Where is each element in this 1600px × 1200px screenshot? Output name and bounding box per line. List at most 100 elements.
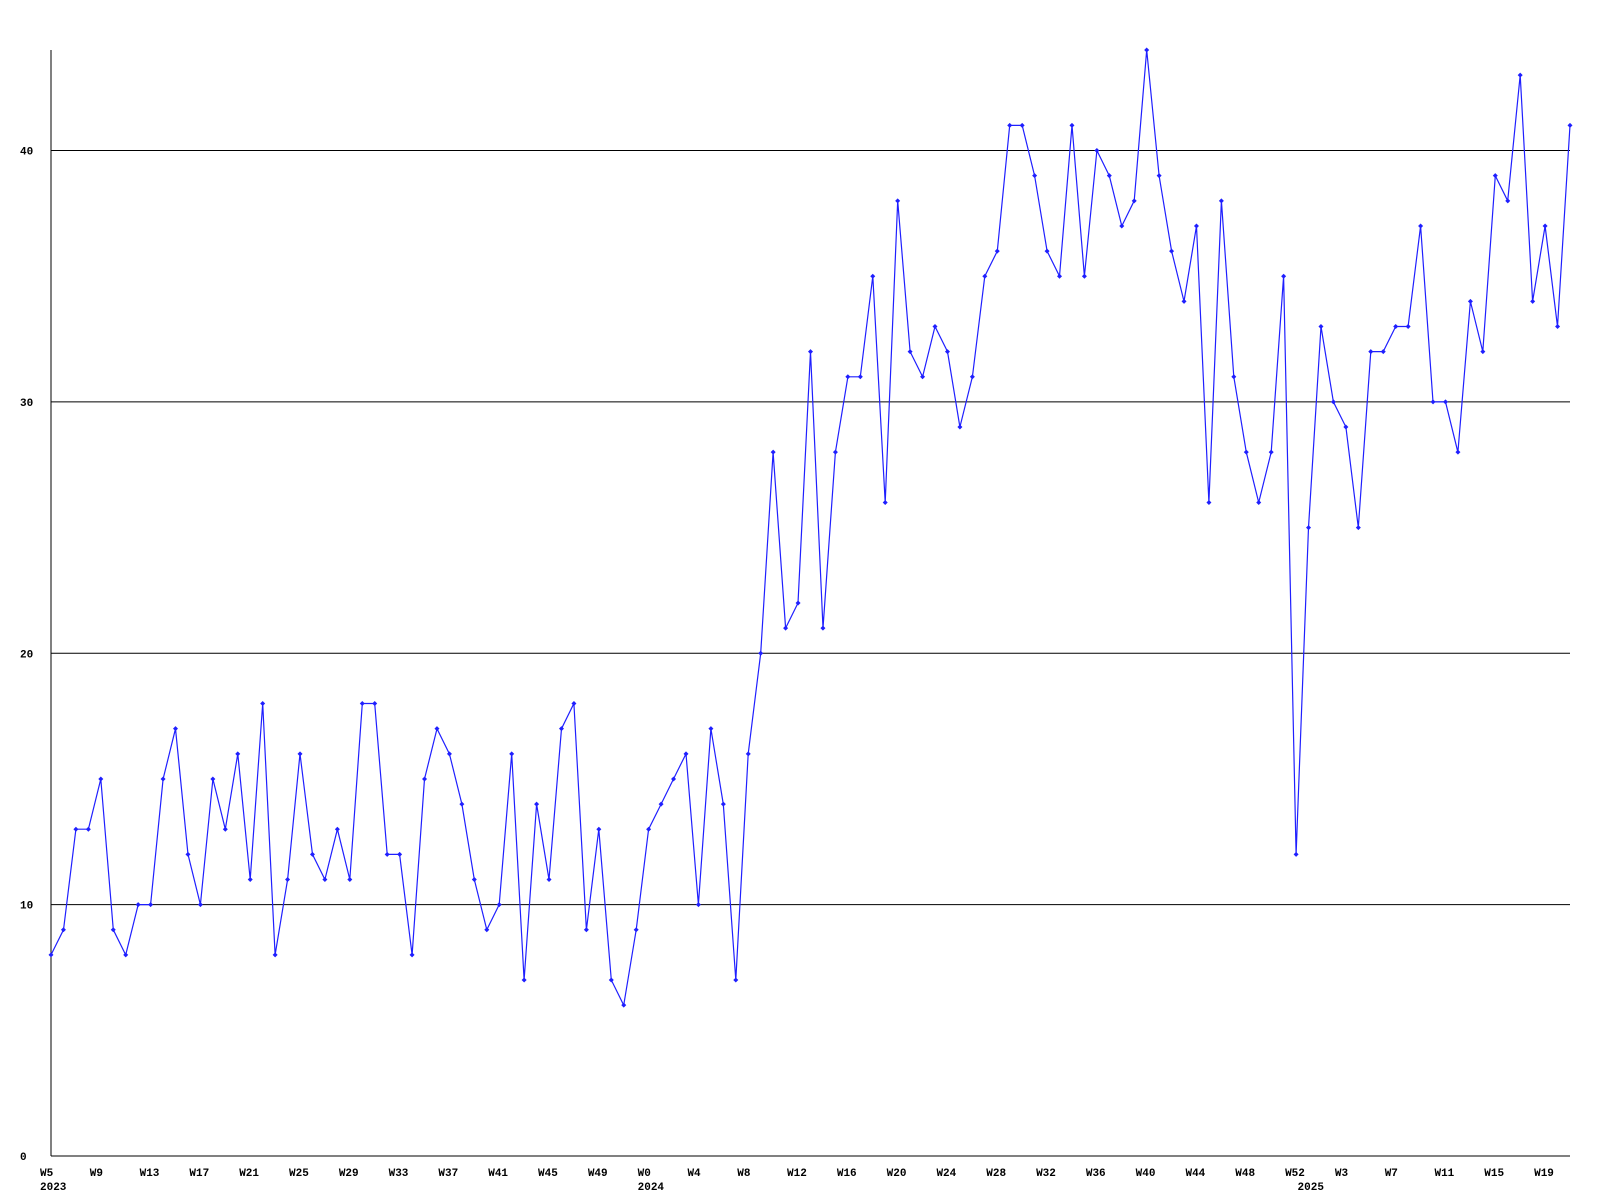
- point-marker: [845, 374, 851, 380]
- x-tick-label: W4: [687, 1168, 701, 1180]
- point-marker: [235, 751, 241, 757]
- point-marker: [409, 952, 415, 958]
- point-marker: [944, 349, 950, 355]
- point-marker: [982, 273, 988, 279]
- point-marker: [658, 801, 664, 807]
- point-marker: [920, 374, 926, 380]
- point-marker: [596, 826, 602, 832]
- x-tick-label: W40: [1136, 1168, 1156, 1180]
- point-marker: [932, 324, 938, 329]
- point-marker: [422, 776, 428, 782]
- point-marker: [1193, 223, 1199, 229]
- point-marker: [1467, 298, 1473, 304]
- point-marker: [1430, 399, 1436, 405]
- point-marker: [247, 877, 253, 882]
- point-marker: [1480, 349, 1486, 355]
- x-tick-label: W12: [787, 1168, 807, 1180]
- point-marker: [148, 902, 154, 908]
- point-marker: [1405, 324, 1411, 329]
- point-marker: [459, 801, 465, 807]
- point-marker: [48, 952, 54, 958]
- point-marker: [260, 701, 266, 707]
- y-tick-label: 0: [20, 1152, 27, 1164]
- point-marker: [285, 877, 291, 882]
- point-marker: [1368, 349, 1374, 355]
- point-marker: [322, 877, 328, 882]
- x-tick-label: W7: [1385, 1168, 1398, 1180]
- x-tick-label: W15: [1484, 1168, 1504, 1180]
- point-marker: [671, 776, 677, 782]
- point-marker: [1081, 273, 1087, 279]
- point-marker: [173, 726, 179, 732]
- point-marker: [197, 902, 203, 908]
- x-year-label: 2025: [1298, 1182, 1325, 1194]
- x-tick-label: W8: [737, 1168, 751, 1180]
- y-tick-label: 10: [20, 901, 33, 913]
- x-tick-label: W5: [40, 1168, 54, 1180]
- x-tick-label: W37: [438, 1168, 458, 1180]
- point-marker: [496, 902, 502, 908]
- x-tick-label: W25: [289, 1168, 309, 1180]
- point-marker: [397, 851, 403, 857]
- point-marker: [434, 726, 440, 732]
- x-tick-label: W17: [189, 1168, 209, 1180]
- point-marker: [1455, 449, 1461, 455]
- point-marker: [957, 424, 963, 430]
- x-tick-label: W24: [936, 1168, 956, 1180]
- y-tick-label: 30: [20, 398, 33, 410]
- x-tick-label: W36: [1086, 1168, 1106, 1180]
- x-year-label: 2024: [638, 1182, 665, 1194]
- point-marker: [1555, 324, 1561, 329]
- point-marker: [1268, 449, 1274, 455]
- point-marker: [1505, 198, 1511, 204]
- point-marker: [621, 1002, 627, 1008]
- point-marker: [1355, 525, 1361, 531]
- point-marker: [1144, 47, 1150, 53]
- point-marker: [1007, 122, 1013, 128]
- x-tick-label: W44: [1185, 1168, 1205, 1180]
- point-marker: [1069, 122, 1075, 128]
- point-marker: [60, 927, 66, 933]
- point-marker: [857, 374, 863, 380]
- point-marker: [484, 927, 490, 933]
- point-marker: [73, 826, 79, 832]
- point-marker: [683, 751, 689, 757]
- point-marker: [558, 726, 564, 732]
- point-marker: [185, 851, 191, 857]
- point-marker: [272, 952, 278, 958]
- point-marker: [534, 801, 540, 807]
- point-marker: [1442, 399, 1448, 405]
- x-tick-label: W19: [1534, 1168, 1554, 1180]
- point-marker: [1156, 173, 1162, 179]
- point-marker: [1218, 198, 1224, 204]
- point-marker: [720, 801, 726, 807]
- point-marker: [783, 625, 789, 631]
- point-marker: [895, 198, 901, 204]
- point-marker: [994, 248, 1000, 254]
- point-marker: [870, 273, 876, 279]
- point-marker: [1181, 298, 1187, 304]
- point-marker: [446, 751, 452, 757]
- point-marker: [708, 726, 714, 732]
- point-marker: [210, 776, 216, 782]
- point-marker: [1542, 223, 1548, 229]
- point-marker: [583, 927, 589, 933]
- point-marker: [509, 751, 515, 757]
- point-marker: [758, 650, 764, 656]
- point-marker: [646, 826, 652, 832]
- point-marker: [1106, 173, 1112, 179]
- x-tick-label: W52: [1285, 1168, 1305, 1180]
- point-marker: [820, 625, 826, 631]
- x-tick-label: W33: [389, 1168, 409, 1180]
- x-year-label: 2023: [40, 1182, 67, 1194]
- point-marker: [1517, 72, 1523, 78]
- point-marker: [110, 927, 116, 933]
- point-marker: [1243, 449, 1249, 455]
- x-tick-label: W29: [339, 1168, 359, 1180]
- point-marker: [521, 977, 527, 983]
- y-tick-label: 40: [20, 147, 33, 159]
- point-marker: [372, 701, 378, 707]
- x-tick-label: W48: [1235, 1168, 1255, 1180]
- point-marker: [808, 349, 813, 355]
